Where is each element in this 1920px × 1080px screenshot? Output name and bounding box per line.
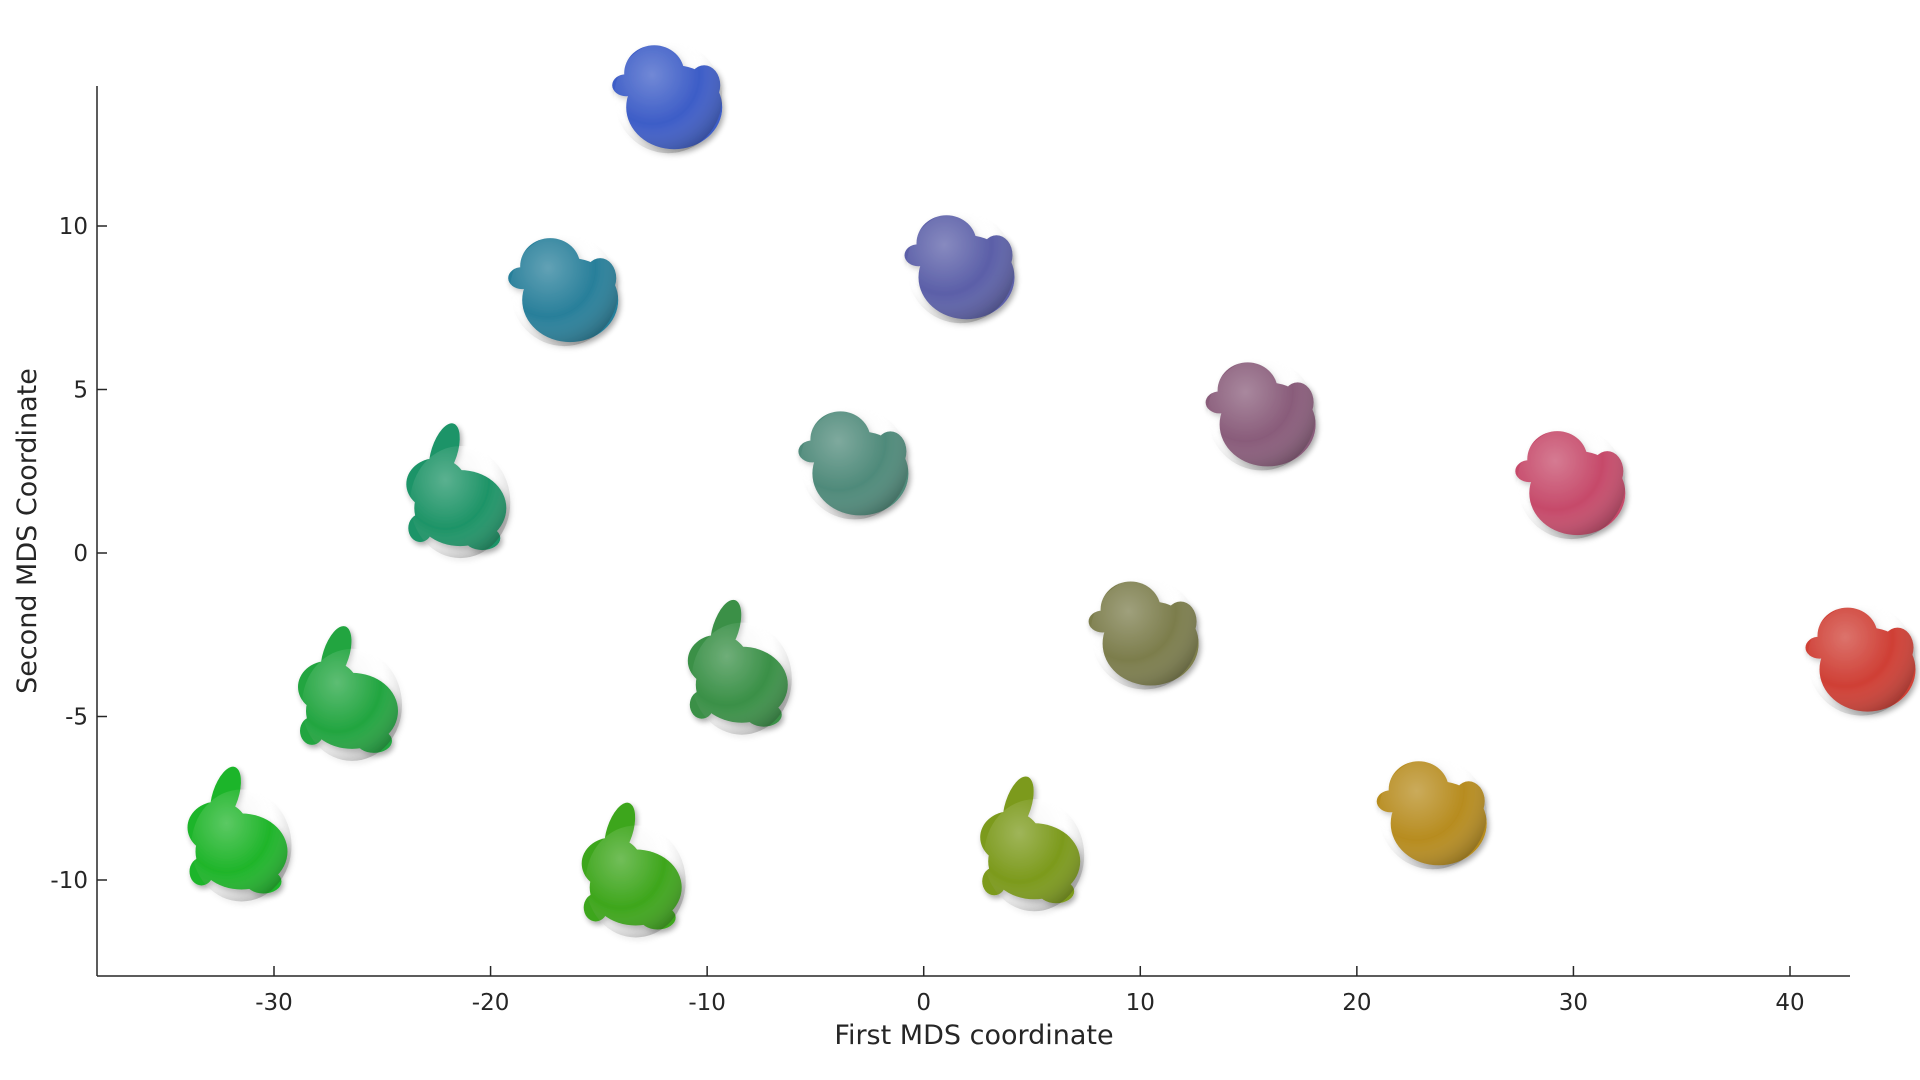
data-point-bunny <box>406 423 511 559</box>
y-tick-label: 5 <box>73 378 88 404</box>
y-tick-label: -5 <box>65 705 88 731</box>
y-axis-label: Second MDS Coordinate <box>12 368 43 694</box>
data-point-duck <box>1205 358 1316 471</box>
axes <box>96 86 1850 977</box>
x-axis-label: First MDS coordinate <box>834 1020 1113 1051</box>
x-tick-label: 30 <box>1559 990 1588 1016</box>
x-tick-label: 0 <box>916 990 931 1016</box>
y-tick-label: -10 <box>50 868 88 894</box>
data-point-duck <box>1515 427 1626 540</box>
data-point-duck <box>904 211 1015 324</box>
data-point-duck <box>508 234 619 347</box>
data-points <box>187 41 1916 938</box>
data-point-bunny <box>187 766 292 902</box>
data-point-bunny <box>581 802 686 938</box>
x-tick-label: 10 <box>1126 990 1155 1016</box>
data-point-bunny <box>298 626 402 761</box>
data-point-bunny <box>980 776 1085 912</box>
x-tick-label: 40 <box>1775 990 1804 1016</box>
data-point-duck <box>1088 577 1199 690</box>
x-ticks: -30 -20 -10 0 10 20 30 40 <box>255 966 1805 1016</box>
data-point-duck <box>798 407 909 520</box>
data-point-bunny <box>687 599 792 735</box>
x-tick-label: -30 <box>255 990 293 1016</box>
x-tick-label: 20 <box>1342 990 1371 1016</box>
y-ticks: -10 -5 0 5 10 <box>50 214 107 894</box>
data-point-duck <box>612 41 723 154</box>
y-tick-label: 10 <box>59 214 88 240</box>
y-tick-label: 0 <box>73 541 88 567</box>
data-point-duck <box>1376 757 1487 870</box>
x-tick-label: -10 <box>688 990 726 1016</box>
x-tick-label: -20 <box>472 990 510 1016</box>
data-point-duck <box>1805 603 1916 716</box>
